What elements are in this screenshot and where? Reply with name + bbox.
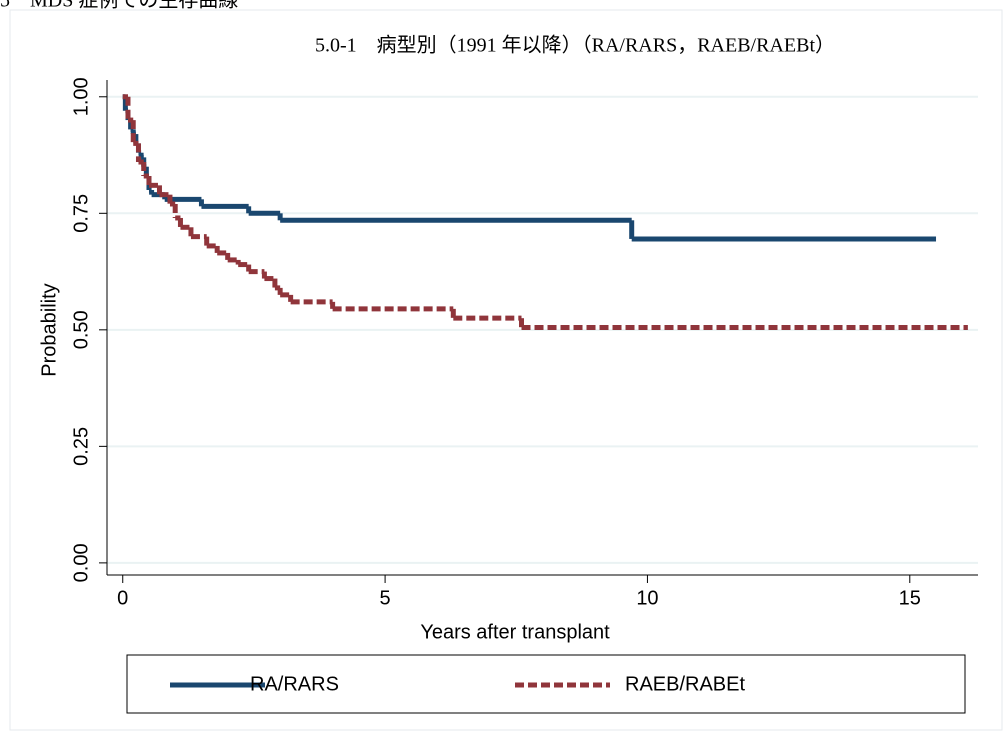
legend-label: RAEB/RABEt — [625, 673, 745, 695]
y-tick-label: 0.50 — [70, 310, 92, 349]
x-tick-label: 0 — [117, 587, 128, 609]
y-tick-label: 1.00 — [70, 77, 92, 116]
x-axis-label: Years after transplant — [420, 621, 610, 643]
y-axis-label: Probability — [38, 283, 60, 376]
x-tick-label: 15 — [899, 587, 921, 609]
y-tick-label: 0.75 — [70, 194, 92, 233]
x-tick-label: 5 — [380, 587, 391, 609]
y-tick-label: 0.25 — [70, 427, 92, 466]
chart-title: 5.0-1 病型別（1991 年以降）（RA/RARS，RAEB/RAEBt） — [315, 34, 835, 57]
legend-label: RA/RARS — [250, 673, 339, 695]
y-tick-label: 0.00 — [70, 543, 92, 582]
page-header: 5 MDS 症例での生存曲線 — [0, 0, 238, 12]
chart-frame — [9, 9, 1003, 731]
x-tick-label: 10 — [636, 587, 658, 609]
